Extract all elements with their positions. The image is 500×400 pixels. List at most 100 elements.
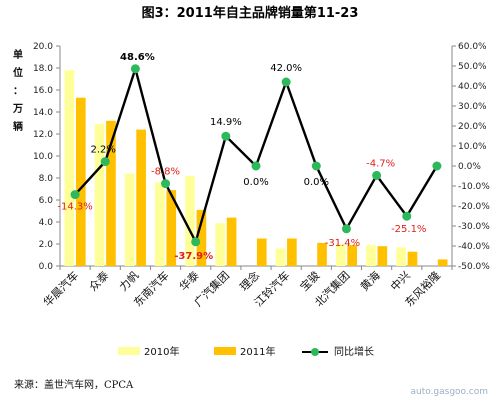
source-note: 来源：盖世汽车网，CPCA xyxy=(14,378,134,391)
category-label: 中兴 xyxy=(388,269,413,294)
bars xyxy=(64,70,448,266)
bar-2011 xyxy=(317,242,327,266)
bar-2010 xyxy=(275,248,286,266)
right-tick-label: 40.0% xyxy=(458,82,487,92)
growth-data-label: 0.0% xyxy=(243,177,268,188)
bar-2010 xyxy=(366,245,376,266)
growth-point xyxy=(311,161,321,171)
right-tick-label: 50.0% xyxy=(458,62,487,72)
legend-marker-growth xyxy=(311,348,319,356)
left-tick-label: 2.0 xyxy=(39,240,54,250)
category-label: 理念 xyxy=(237,268,262,293)
category-label: 众泰 xyxy=(86,268,111,293)
growth-data-label: -31.4% xyxy=(325,238,360,249)
category-label: 华泰 xyxy=(176,268,201,293)
growth-point xyxy=(341,224,351,234)
bar-2011 xyxy=(136,129,146,266)
bar-2010 xyxy=(154,182,165,266)
left-axis-label: 单位 ： 万辆 xyxy=(12,48,23,133)
growth-data-label: 48.6% xyxy=(120,52,155,63)
bar-2011 xyxy=(437,259,448,266)
left-tick-label: 4.0 xyxy=(39,218,54,228)
category-label: 力帆 xyxy=(116,268,141,293)
bar-2011 xyxy=(407,251,418,266)
left-tick-label: 16.0 xyxy=(33,86,53,96)
bar-2011 xyxy=(347,245,358,266)
left-axis-label-char: 万 xyxy=(12,103,23,115)
right-tick-label: 30.0% xyxy=(458,102,487,112)
growth-data-label: 2.2% xyxy=(91,145,116,156)
bar-2011 xyxy=(377,246,388,266)
growth-point xyxy=(70,190,80,200)
bar-2011 xyxy=(75,97,86,266)
growth-point xyxy=(130,64,140,74)
growth-data-label: -8.8% xyxy=(151,167,180,178)
growth-data-label: 0.0% xyxy=(304,177,329,188)
bar-2010 xyxy=(64,70,75,266)
growth-data-label: -37.9% xyxy=(174,251,213,262)
growth-point xyxy=(221,131,231,141)
left-tick-label: 10.0 xyxy=(33,152,53,162)
bar-2011 xyxy=(226,217,237,266)
growth-line xyxy=(70,64,442,247)
growth-data-label: 42.0% xyxy=(270,63,302,74)
legend-label-growth: 同比增长 xyxy=(334,345,374,358)
right-tick-label: -40.0% xyxy=(458,242,490,252)
bar-2011 xyxy=(287,238,297,266)
growth-data-label: -25.1% xyxy=(391,224,426,235)
category-label: 华晨汽车 xyxy=(40,268,81,309)
growth-data-label: 14.9% xyxy=(210,117,242,128)
bar-2010 xyxy=(335,244,346,266)
right-tick-label: -20.0% xyxy=(458,202,490,212)
left-tick-label: 0.0 xyxy=(39,262,54,272)
bar-2011 xyxy=(196,209,207,266)
left-axis-label-char: 单 xyxy=(13,48,23,61)
left-axis-label-char: 位 xyxy=(13,66,23,79)
left-tick-label: 8.0 xyxy=(39,174,54,184)
legend-swatch-2011 xyxy=(214,347,236,355)
bar-2011 xyxy=(256,238,267,266)
growth-data-label: -14.3% xyxy=(57,202,92,213)
bar-2010 xyxy=(215,223,225,266)
growth-data-label: -4.7% xyxy=(366,158,395,169)
left-tick-label: 12.0 xyxy=(33,130,53,140)
growth-point xyxy=(432,161,442,171)
bar-2010 xyxy=(185,175,195,266)
bar-2010 xyxy=(396,247,406,266)
data-labels: -14.3% 2.2% 48.6% -8.8% -37.9% 14.9% 0.0% 42.0%… xyxy=(57,52,426,262)
legend-label-2010: 2010年 xyxy=(144,345,179,358)
right-tick-label: -10.0% xyxy=(458,182,490,192)
left-axis-label-char: ： xyxy=(13,86,23,97)
legend-swatch-2010 xyxy=(118,347,140,355)
axes: 0.02.04.06.08.010.012.014.016.018.020.0-… xyxy=(33,42,490,272)
right-tick-label: 10.0% xyxy=(458,142,487,152)
growth-point xyxy=(100,157,110,167)
watermark: auto.gasgoo.com xyxy=(410,387,488,397)
legend-label-2011: 2011年 xyxy=(240,345,275,358)
right-tick-label: 20.0% xyxy=(458,122,487,132)
left-tick-label: 20.0 xyxy=(33,42,53,52)
left-axis-label-char: 辆 xyxy=(13,120,23,133)
bar-2010 xyxy=(94,124,105,266)
right-tick-label: 0.0% xyxy=(458,162,481,172)
growth-point xyxy=(191,237,201,247)
growth-point xyxy=(161,179,171,189)
right-tick-label: 60.0% xyxy=(458,42,487,52)
growth-point xyxy=(402,211,412,221)
bar-2011 xyxy=(166,190,177,266)
growth-point xyxy=(281,77,291,87)
left-tick-label: 18.0 xyxy=(33,64,53,74)
growth-point xyxy=(372,170,382,180)
bar-2011 xyxy=(106,120,116,266)
right-tick-label: -30.0% xyxy=(458,222,490,232)
chart-title: 图3：2011年自主品牌销量第11-23 xyxy=(142,5,359,21)
left-tick-label: 6.0 xyxy=(39,196,54,206)
category-label: 黄海 xyxy=(357,268,382,293)
legend: 2010年 2011年 同比增长 xyxy=(118,345,374,358)
category-label: 宝骏 xyxy=(297,268,322,293)
bar-2010 xyxy=(124,173,135,266)
growth-point xyxy=(251,161,261,171)
left-tick-label: 14.0 xyxy=(33,108,53,118)
